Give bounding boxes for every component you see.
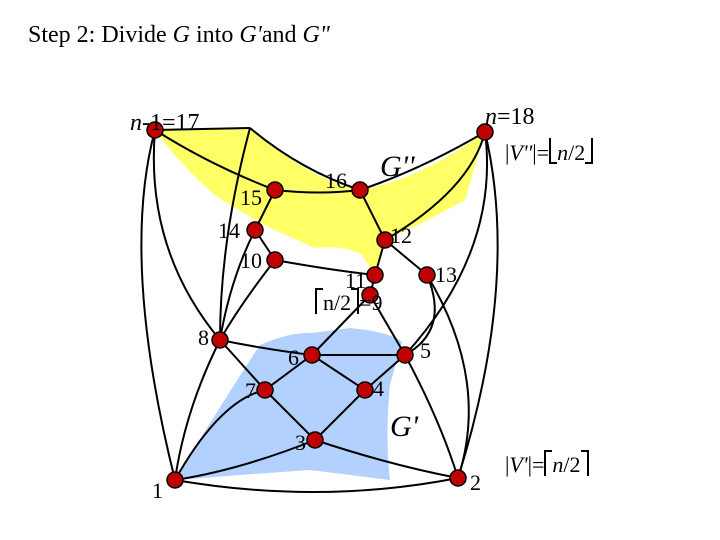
label-3: 3 xyxy=(295,430,306,456)
label-2: 2 xyxy=(470,470,481,496)
label-n-eq-18: n=18 xyxy=(485,104,535,131)
label-15: 15 xyxy=(240,185,262,211)
step-title: Step 2: Divide G into G'and G" xyxy=(28,22,330,49)
label-5: 5 xyxy=(420,338,431,364)
label-10: 10 xyxy=(240,248,262,274)
label-13: 13 xyxy=(435,262,457,288)
label-7: 7 xyxy=(245,378,256,404)
label-n-minus-1: n-1=17 xyxy=(130,110,200,137)
label-8: 8 xyxy=(198,325,209,351)
label-n-half-eq-9: n/2=9 xyxy=(315,288,383,316)
label-12: 12 xyxy=(390,223,412,249)
label-1: 1 xyxy=(152,478,163,504)
label-4: 4 xyxy=(373,376,384,402)
label-Vpp-size: |V''|=n/2 xyxy=(505,138,593,166)
label-Vp-size: |V'|=n/2 xyxy=(505,450,589,478)
label-6: 6 xyxy=(288,345,299,371)
label-G-prime: G' xyxy=(390,410,418,444)
label-16: 16 xyxy=(325,168,347,194)
graph-diagram: n-1=17 n=18 16 15 14 12 10 11 13 8 6 5 7… xyxy=(90,80,630,520)
label-14: 14 xyxy=(218,218,240,244)
label-G-double-prime: G'' xyxy=(380,150,415,184)
